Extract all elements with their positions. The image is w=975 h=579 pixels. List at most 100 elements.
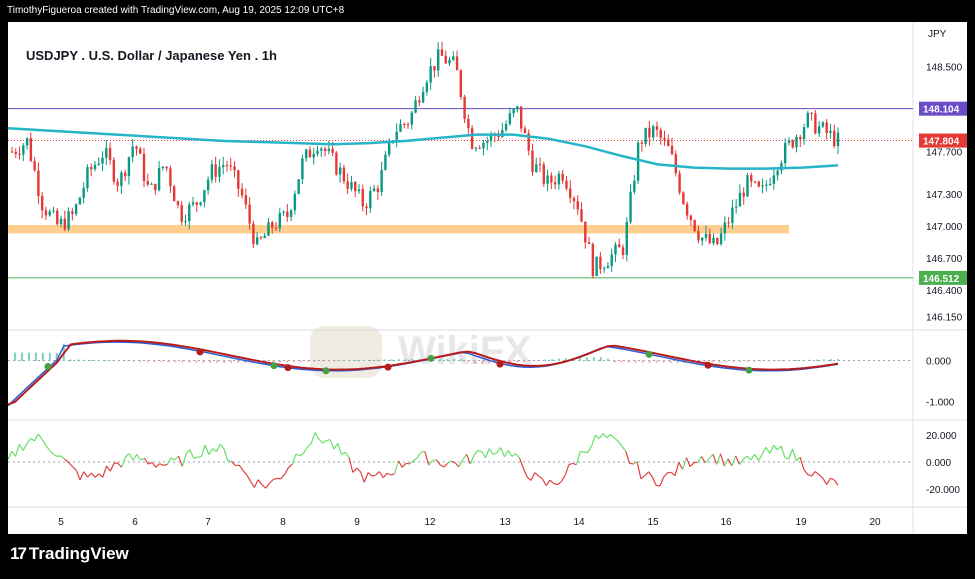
candle-body [350, 182, 353, 189]
time-tick-label: 13 [499, 517, 511, 528]
chart-area[interactable]: WikiFX 148.104 146.512 147.804 JPY 148.500 1… [7, 22, 969, 534]
candle-body [640, 142, 644, 144]
candle-body [146, 181, 149, 185]
osc-segment [564, 464, 570, 476]
macd-histogram-bar [732, 360, 735, 362]
price-levels: 148.104 146.512 147.804 [8, 101, 969, 285]
candle-body [584, 221, 587, 243]
osc-segment [386, 472, 392, 476]
candle-body [165, 166, 168, 169]
osc-segment [106, 465, 111, 472]
osc-segment [246, 474, 252, 482]
candle-body [659, 129, 662, 138]
candle-body [576, 201, 579, 210]
osc-segment [90, 472, 96, 478]
macd-histogram-bar [7, 360, 9, 362]
candle-body [648, 127, 651, 138]
osc-segment [132, 454, 138, 461]
osc-segment [98, 473, 104, 478]
osc-segment [560, 474, 566, 482]
candle-body [376, 188, 380, 193]
macd-histogram-bar [544, 359, 547, 362]
candle-body [97, 163, 100, 165]
candle-body [772, 175, 776, 184]
level-tag [919, 270, 969, 285]
osc-segment [269, 479, 274, 484]
osc-segment [784, 457, 789, 460]
macd-histogram-bar [13, 352, 16, 362]
macd-histogram-bar [230, 360, 233, 363]
candle-body [519, 106, 523, 129]
osc-segment [155, 463, 161, 468]
macd-cross-marker [270, 362, 278, 370]
macd-cross-marker [427, 354, 435, 362]
candle-body [478, 147, 481, 149]
osc-segment [322, 440, 327, 444]
candle-body [48, 211, 51, 216]
candle-body [372, 188, 376, 192]
candle-body [259, 237, 263, 239]
chart-title: USDJPY . U.S. Dollar / Japanese Yen . 1h [26, 48, 277, 63]
candle-body [240, 188, 244, 196]
macd-cross-marker [384, 363, 392, 371]
candle-body [538, 164, 542, 166]
currency-label: JPY [928, 29, 947, 40]
candle-body [369, 191, 372, 209]
macd-histogram-bar [823, 359, 826, 362]
candle-body [90, 167, 93, 170]
macd-histogram-bar [27, 352, 30, 362]
candle-body [346, 181, 349, 189]
candle-body [297, 179, 300, 194]
macd-histogram-bar [704, 360, 707, 363]
candle-body [629, 191, 632, 222]
osc-segment [663, 472, 668, 478]
macd-tick-label: -1.000 [926, 398, 955, 409]
candle-body [361, 189, 364, 207]
candle-body [787, 140, 791, 143]
osc-segment [526, 476, 532, 481]
candle-body [22, 145, 25, 155]
macd-histogram-bar [516, 360, 519, 363]
candle-body [380, 169, 383, 193]
macd-histogram-bar [244, 360, 247, 363]
candle-body [753, 181, 757, 183]
osc-segment [833, 479, 839, 486]
candle-body [599, 256, 602, 269]
candle-body [161, 166, 165, 169]
macd-histogram-bar [320, 360, 323, 362]
candle-body [169, 168, 172, 187]
macd-cross-marker [322, 367, 330, 375]
osc-segment [488, 448, 494, 455]
time-tick-label: 19 [795, 517, 807, 528]
candle-body [252, 223, 255, 245]
candle-body [463, 96, 466, 119]
osc-segment [181, 453, 187, 467]
osc-segment [708, 453, 714, 460]
macd-histogram-bar [592, 357, 595, 362]
candle-body [108, 147, 112, 160]
candle-body [82, 187, 85, 198]
candle-body [316, 150, 319, 154]
candle-body [723, 222, 727, 234]
osc-segment [701, 456, 706, 464]
tradingview-logo[interactable]: 17 TradingView [10, 544, 129, 564]
osc-segment [788, 448, 794, 460]
candle-body [25, 138, 29, 146]
macd-cross-marker [496, 360, 504, 368]
candle-body [644, 127, 647, 144]
osc-segment [242, 469, 248, 476]
macd-histogram-bar [551, 359, 554, 362]
candle-body [237, 170, 240, 189]
candle-body [651, 126, 655, 138]
macd-histogram-bar [795, 359, 798, 362]
osc-segment [458, 459, 464, 468]
macd-histogram-bar [279, 360, 282, 363]
credit-text: TimothyFigueroa created with TradingView… [7, 5, 345, 16]
osc-segment [352, 467, 358, 473]
candle-body [467, 118, 470, 129]
price-tick-label: 147.300 [926, 190, 963, 201]
osc-segment [773, 444, 778, 451]
candle-body [810, 112, 813, 114]
candle-body [74, 204, 78, 215]
